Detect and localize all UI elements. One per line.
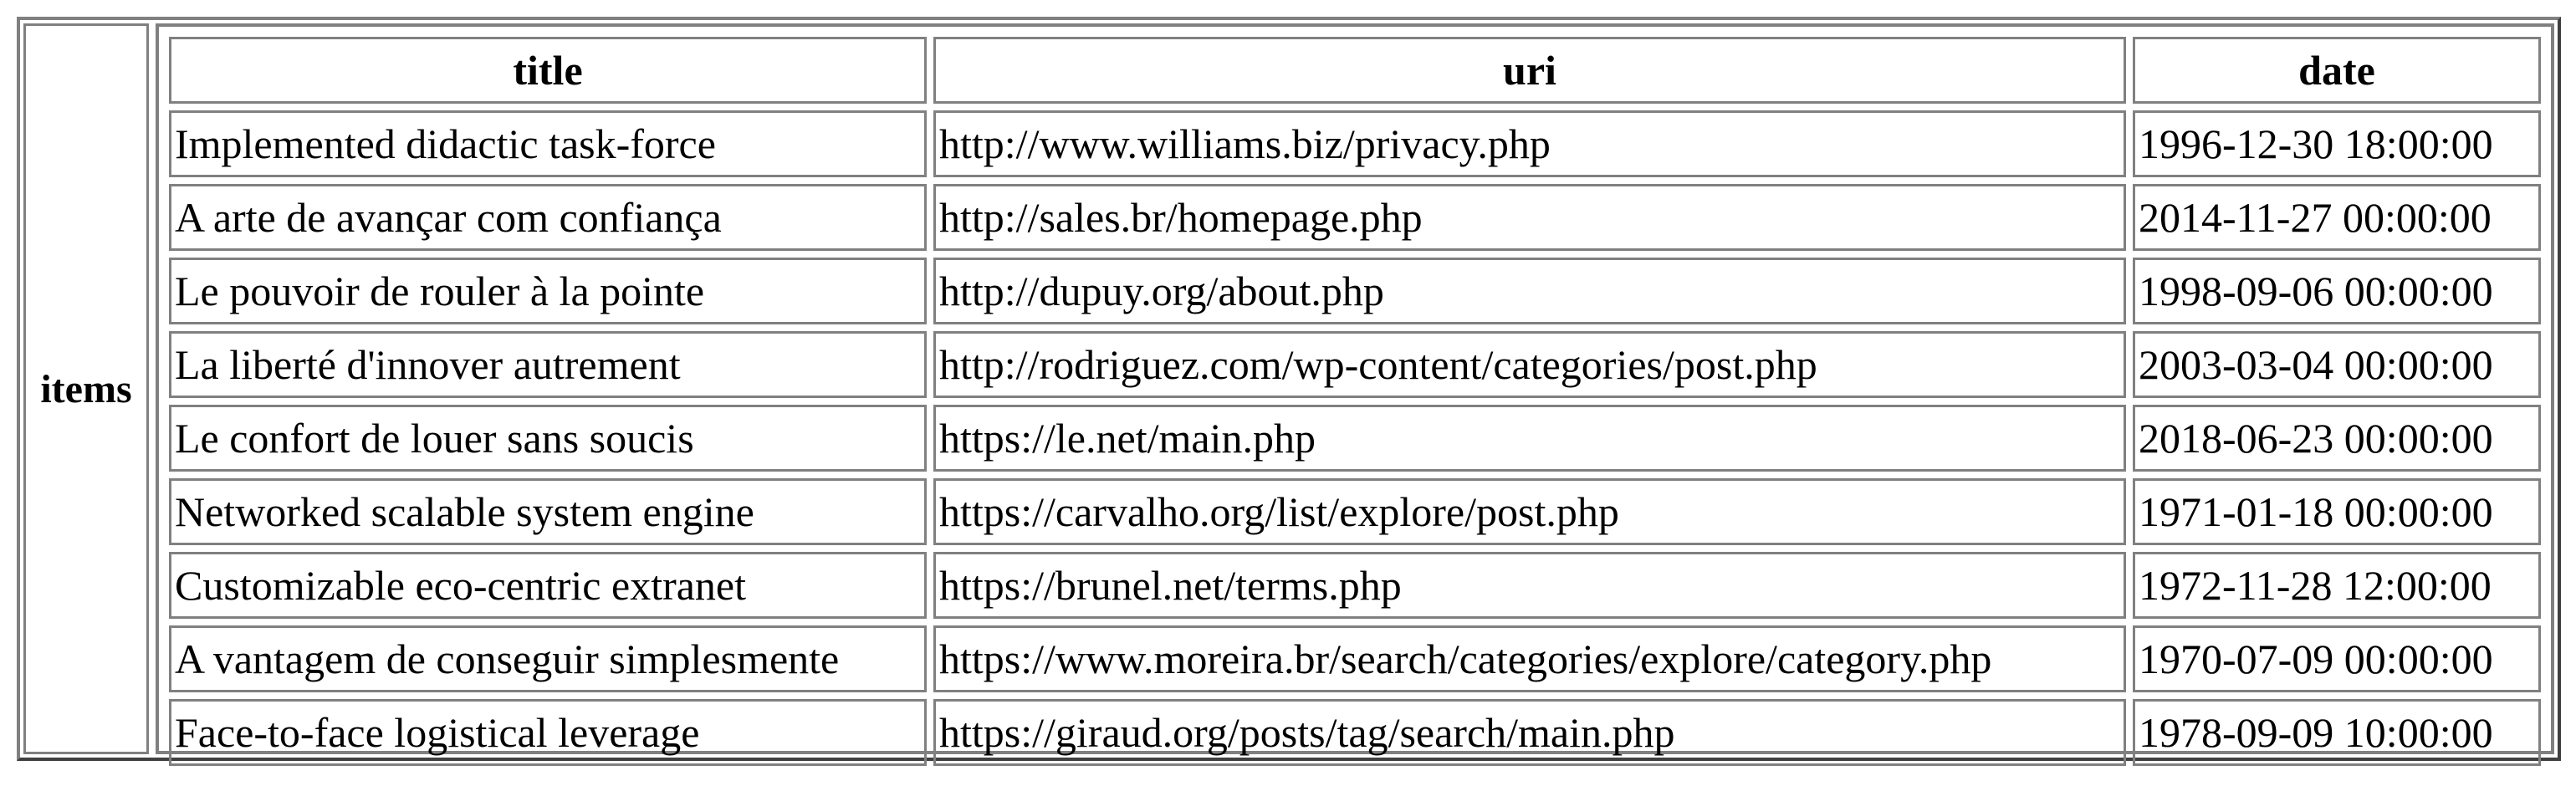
table-row: A arte de avançar com confiança http://s… — [169, 184, 2541, 251]
table-row: Customizable eco-centric extranet https:… — [169, 552, 2541, 619]
cell-date: 1971-01-18 00:00:00 — [2133, 478, 2541, 545]
outer-row: items title uri date Implemen — [23, 23, 2554, 766]
cell-uri: https://carvalho.org/list/explore/post.p… — [933, 478, 2126, 545]
table-row: Le pouvoir de rouler à la pointe http://… — [169, 258, 2541, 324]
cell-title: Le pouvoir de rouler à la pointe — [169, 258, 927, 324]
cell-date: 1996-12-30 18:00:00 — [2133, 110, 2541, 177]
table-row: Implemented didactic task-force http://w… — [169, 110, 2541, 177]
cell-title: Face-to-face logistical leverage — [169, 699, 927, 766]
table-row: Networked scalable system engine https:/… — [169, 478, 2541, 545]
cell-date: 1978-09-09 10:00:00 — [2133, 699, 2541, 766]
cell-title: Implemented didactic task-force — [169, 110, 927, 177]
cell-uri: http://sales.br/homepage.php — [933, 184, 2126, 251]
column-header-date: date — [2133, 37, 2541, 104]
cell-uri: http://rodriguez.com/wp-content/categori… — [933, 331, 2126, 398]
cell-date: 2018-06-23 00:00:00 — [2133, 405, 2541, 472]
cell-date: 1998-09-06 00:00:00 — [2133, 258, 2541, 324]
cell-uri: https://www.moreira.br/search/categories… — [933, 625, 2126, 692]
table-row: A vantagem de conseguir simplesmente htt… — [169, 625, 2541, 692]
cell-date: 1972-11-28 12:00:00 — [2133, 552, 2541, 619]
cell-title: A vantagem de conseguir simplesmente — [169, 625, 927, 692]
items-table: title uri date Implemented didactic task… — [162, 30, 2548, 773]
cell-title: La liberté d'innover autrement — [169, 331, 927, 398]
column-header-title: title — [169, 37, 927, 104]
table-row: Face-to-face logistical leverage https:/… — [169, 699, 2541, 766]
cell-uri: https://giraud.org/posts/tag/search/main… — [933, 699, 2126, 766]
cell-date: 2014-11-27 00:00:00 — [2133, 184, 2541, 251]
cell-date: 1970-07-09 00:00:00 — [2133, 625, 2541, 692]
items-table-wrapper: title uri date Implemented didactic task… — [156, 23, 2554, 766]
cell-title: A arte de avançar com confiança — [169, 184, 927, 251]
cell-title: Le confort de louer sans soucis — [169, 405, 927, 472]
table-row: Le confort de louer sans soucis https://… — [169, 405, 2541, 472]
outer-table: items title uri date Implemen — [17, 17, 2561, 766]
cell-uri: https://le.net/main.php — [933, 405, 2126, 472]
header-row: title uri date — [169, 37, 2541, 104]
cell-uri: http://dupuy.org/about.php — [933, 258, 2126, 324]
cell-uri: http://www.williams.biz/privacy.php — [933, 110, 2126, 177]
cell-date: 2003-03-04 00:00:00 — [2133, 331, 2541, 398]
cell-title: Networked scalable system engine — [169, 478, 927, 545]
cell-title: Customizable eco-centric extranet — [169, 552, 927, 619]
column-header-uri: uri — [933, 37, 2126, 104]
table-row: La liberté d'innover autrement http://ro… — [169, 331, 2541, 398]
items-label: items — [23, 23, 149, 754]
cell-uri: https://brunel.net/terms.php — [933, 552, 2126, 619]
